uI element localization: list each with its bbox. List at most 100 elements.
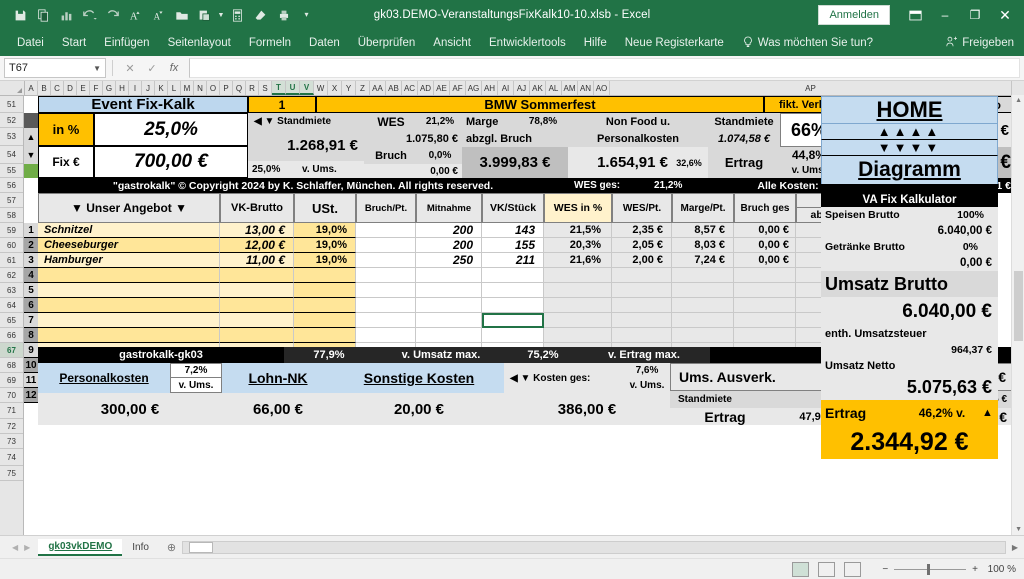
cell-marge-pt[interactable] — [672, 298, 734, 313]
cell-vk-stueck[interactable] — [482, 328, 544, 343]
cell-bruch-ges[interactable] — [734, 298, 796, 313]
row-header-66[interactable]: 66 — [0, 328, 23, 343]
tell-me-box[interactable]: Was möchten Sie tun? — [743, 36, 873, 51]
column-header-aj[interactable]: AJ — [514, 81, 530, 95]
worksheet-cells[interactable]: Event Fix-Kalk 1 BMW Sommerfest fikt. Ve… — [24, 96, 1024, 535]
cell-wes-pt[interactable]: 2,05 € — [612, 238, 672, 253]
scroll-up-icon[interactable]: ▲ — [1015, 97, 1022, 104]
row-header-63[interactable]: 63 — [0, 283, 23, 298]
normal-view-icon[interactable] — [792, 561, 810, 577]
cell-mitnahme[interactable] — [416, 268, 482, 283]
cell-vk-brutto[interactable]: 12,00 € — [220, 238, 294, 253]
row-header-54[interactable]: 54 — [0, 146, 23, 164]
row-header-64[interactable]: 64 — [0, 298, 23, 313]
zoom-in-button[interactable]: + — [972, 563, 978, 575]
cell-bruch-pt[interactable] — [356, 253, 416, 268]
cell-mitnahme[interactable] — [416, 328, 482, 343]
cell-wes-pct[interactable] — [544, 268, 612, 283]
sheet-tab-info[interactable]: Info — [132, 541, 149, 553]
cell-bruch-pt[interactable] — [356, 238, 416, 253]
column-header-m[interactable]: M — [181, 81, 194, 95]
scroll-down-icon[interactable]: ▼ — [1015, 526, 1022, 533]
row-header-65[interactable]: 65 — [0, 313, 23, 328]
cell-bruch-ges[interactable]: 0,00 € — [734, 223, 796, 238]
tab-ueberpruefen[interactable]: Überprüfen — [357, 37, 416, 49]
column-header-t[interactable]: T — [272, 81, 286, 95]
row-header-56[interactable]: 56 — [0, 178, 23, 193]
customize-qat-icon[interactable]: ▾ — [304, 10, 309, 19]
cell-vk-stueck[interactable] — [482, 298, 544, 313]
decrease-arrow-button[interactable]: ▼ — [24, 146, 38, 164]
column-header-ao[interactable]: AO — [594, 81, 610, 95]
horizontal-scrollbar[interactable] — [182, 540, 1006, 554]
tab-seitenlayout[interactable]: Seitenlayout — [167, 37, 231, 49]
tab-datei[interactable]: Datei — [17, 37, 44, 49]
save-icon[interactable] — [10, 5, 31, 25]
restore-button[interactable]: ❐ — [969, 8, 981, 22]
row-header-61[interactable]: 61 — [0, 253, 23, 268]
column-header-q[interactable]: Q — [233, 81, 246, 95]
tab-daten[interactable]: Daten — [309, 37, 340, 49]
cell-marge-pt[interactable] — [672, 328, 734, 343]
sheet-tab-gk03vkdemo[interactable]: gk03vkDEMO — [38, 538, 123, 556]
column-header-i[interactable]: I — [129, 81, 142, 95]
cell-bruch-pt[interactable] — [356, 313, 416, 328]
cell-bruch-ges[interactable] — [734, 328, 796, 343]
view-mode-buttons[interactable]: − + 100 % — [792, 561, 1016, 577]
zoom-thumb[interactable] — [927, 563, 931, 575]
column-header-x[interactable]: X — [328, 81, 342, 95]
calculator-icon[interactable] — [227, 5, 248, 25]
cell-wes-pct[interactable] — [544, 283, 612, 298]
cell-marge-pt[interactable]: 8,57 € — [672, 223, 734, 238]
tab-ansicht[interactable]: Ansicht — [433, 37, 471, 49]
share-button[interactable]: Freigeben — [946, 36, 1024, 50]
tab-einfuegen[interactable]: Einfügen — [104, 37, 150, 49]
cell-vk-stueck[interactable]: 155 — [482, 238, 544, 253]
tab-neue-registerkarte[interactable]: Neue Registerkarte — [624, 37, 724, 49]
cell-bruch-pt[interactable] — [356, 268, 416, 283]
cell-marge-pt[interactable] — [672, 313, 734, 328]
zoom-out-button[interactable]: − — [882, 563, 889, 575]
cell-bruch-pt[interactable] — [356, 328, 416, 343]
sign-in-button[interactable]: Anmelden — [818, 5, 890, 25]
tab-entwicklertools[interactable]: Entwicklertools — [489, 37, 566, 49]
lohn-nk-label[interactable]: Lohn-NK — [222, 363, 334, 393]
cell-name[interactable]: Cheeseburger — [38, 238, 220, 253]
cell-name[interactable]: Schnitzel — [38, 223, 220, 238]
cell-bruch-ges[interactable] — [734, 313, 796, 328]
chevron-down-icon[interactable]: ▼ — [93, 63, 101, 73]
cell-ust[interactable] — [294, 328, 356, 343]
column-header-l[interactable]: L — [168, 81, 181, 95]
formula-input[interactable] — [189, 58, 1020, 78]
column-header-f[interactable]: F — [90, 81, 103, 95]
cell-vk-brutto[interactable] — [220, 283, 294, 298]
cell-wes-pt[interactable] — [612, 313, 672, 328]
ribbon-display-options-icon[interactable] — [900, 2, 930, 28]
select-all-button[interactable] — [0, 81, 25, 95]
cell-vk-brutto[interactable] — [220, 268, 294, 283]
column-header-ad[interactable]: AD — [418, 81, 434, 95]
column-header-j[interactable]: J — [142, 81, 155, 95]
diagramm-button[interactable]: Diagramm — [821, 156, 998, 184]
cell-wes-pct[interactable] — [544, 313, 612, 328]
cell-wes-pt[interactable] — [612, 298, 672, 313]
sheet-nav-arrows[interactable]: ◀ ▶ — [4, 543, 38, 552]
row-header-62[interactable]: 62 — [0, 268, 23, 283]
row-header-53[interactable]: 53 — [0, 128, 23, 146]
cell-ust[interactable] — [294, 298, 356, 313]
row-header-59[interactable]: 59 — [0, 223, 23, 238]
fix-eur-value[interactable]: 700,00 € — [94, 146, 248, 178]
horizontal-scroll-thumb[interactable] — [189, 541, 214, 553]
close-button[interactable]: ✕ — [999, 6, 1011, 23]
cell-name[interactable] — [38, 298, 220, 313]
column-header-u[interactable]: U — [286, 81, 300, 95]
row-header-60[interactable]: 60 — [0, 238, 23, 253]
add-sheet-button[interactable]: ⊕ — [166, 541, 177, 554]
chart-icon[interactable] — [56, 5, 77, 25]
event-name[interactable]: BMW Sommerfest — [316, 96, 764, 113]
column-header-al[interactable]: AL — [546, 81, 562, 95]
cell-ust[interactable]: 19,0% — [294, 223, 356, 238]
column-header-ap[interactable]: AP — [610, 81, 1012, 95]
scroll-up-arrows-button[interactable]: ▲▲▲▲ — [821, 124, 998, 140]
col-header-angebot[interactable]: ▼ Unser Angebot ▼ — [38, 193, 220, 223]
